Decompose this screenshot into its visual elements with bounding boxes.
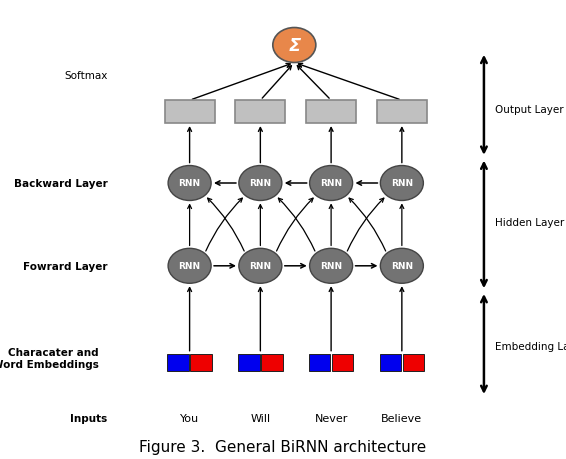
FancyBboxPatch shape (235, 101, 285, 124)
Text: Will: Will (250, 413, 271, 423)
Text: Hidden Layer: Hidden Layer (495, 218, 564, 228)
FancyBboxPatch shape (377, 101, 427, 124)
Circle shape (380, 249, 423, 284)
Text: Softmax: Softmax (64, 71, 108, 81)
Circle shape (168, 166, 211, 201)
Text: Σ: Σ (288, 37, 301, 55)
Text: RNN: RNN (249, 179, 272, 188)
FancyBboxPatch shape (306, 101, 356, 124)
Circle shape (310, 249, 353, 284)
FancyBboxPatch shape (261, 354, 282, 371)
Text: Believe: Believe (381, 413, 422, 423)
FancyBboxPatch shape (402, 354, 424, 371)
Text: RNN: RNN (320, 262, 342, 271)
Text: Figure 3.  General BiRNN architecture: Figure 3. General BiRNN architecture (139, 439, 427, 454)
Text: RNN: RNN (320, 179, 342, 188)
Circle shape (273, 28, 316, 63)
Text: Backward Layer: Backward Layer (14, 179, 108, 189)
FancyBboxPatch shape (238, 354, 259, 371)
Text: RNN: RNN (391, 179, 413, 188)
Circle shape (380, 166, 423, 201)
Text: RNN: RNN (391, 262, 413, 271)
Circle shape (239, 166, 282, 201)
Circle shape (239, 249, 282, 284)
FancyBboxPatch shape (332, 354, 353, 371)
FancyBboxPatch shape (165, 101, 215, 124)
FancyBboxPatch shape (168, 354, 188, 371)
Text: RNN: RNN (178, 262, 201, 271)
Text: Characater and
Word Embeddings: Characater and Word Embeddings (0, 347, 99, 369)
Text: Never: Never (315, 413, 348, 423)
Text: Embedding Layer: Embedding Layer (495, 341, 566, 352)
Text: Output Layer: Output Layer (495, 105, 564, 115)
Circle shape (310, 166, 353, 201)
Text: Inputs: Inputs (70, 413, 108, 423)
FancyBboxPatch shape (309, 354, 331, 371)
FancyBboxPatch shape (190, 354, 212, 371)
FancyBboxPatch shape (379, 354, 401, 371)
Text: RNN: RNN (249, 262, 272, 271)
Text: You: You (180, 413, 199, 423)
Text: Fowrard Layer: Fowrard Layer (23, 261, 108, 271)
Text: RNN: RNN (178, 179, 201, 188)
Circle shape (168, 249, 211, 284)
